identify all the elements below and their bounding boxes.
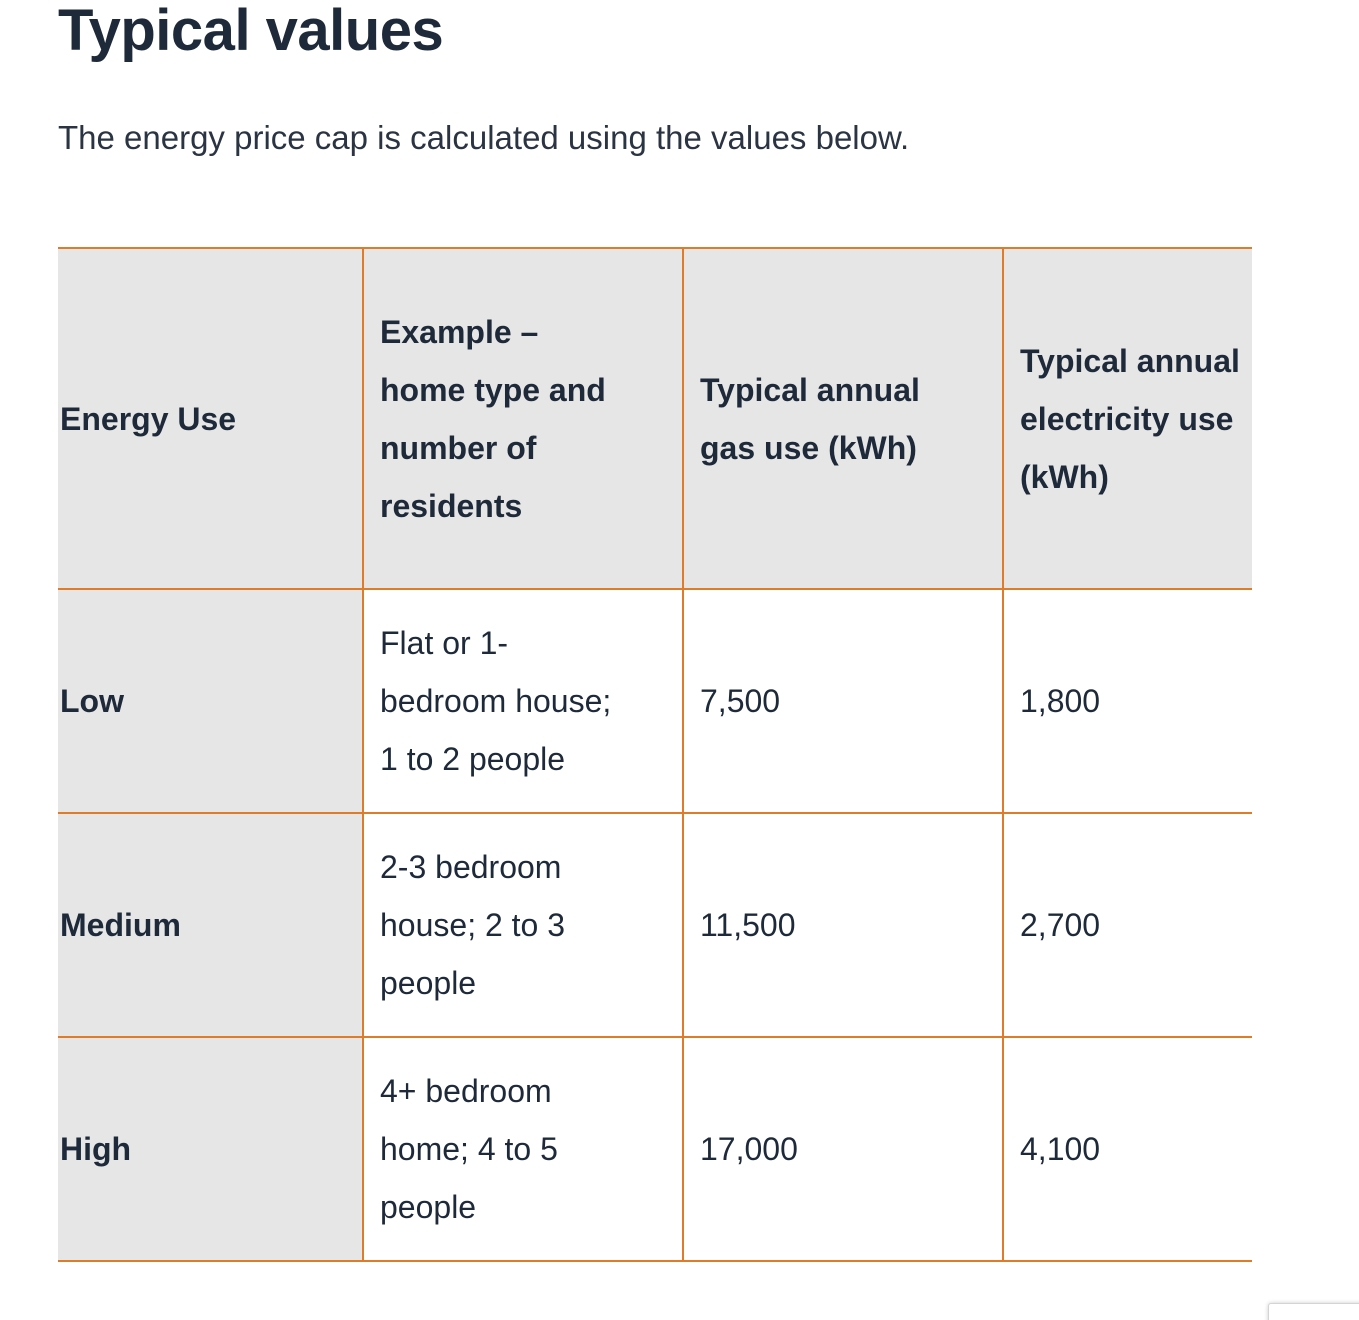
gas-use-cell: 11,500 — [682, 812, 1004, 1038]
table-row: High 4+ bedroom home; 4 to 5 people 17,0… — [58, 1036, 1252, 1262]
header-example-line: home type and — [380, 371, 606, 408]
energy-use-cell: Medium — [58, 812, 364, 1038]
energy-use-cell: High — [58, 1036, 364, 1262]
header-example-line: residents — [380, 487, 523, 524]
energy-use-label: High — [60, 1131, 132, 1167]
page-title: Typical values — [58, 0, 444, 63]
electricity-use-cell: 2,700 — [1002, 812, 1252, 1038]
energy-use-label: Medium — [60, 907, 181, 943]
header-electricity-line: Typical annual — [1020, 342, 1240, 379]
electricity-use-cell: 1,800 — [1002, 588, 1252, 814]
header-energy-use: Energy Use — [58, 247, 364, 590]
table-row: Medium 2-3 bedroom house; 2 to 3 people … — [58, 812, 1252, 1038]
example-line: house; 2 to 3 — [380, 907, 566, 943]
table-header: Energy Use Example – home type and numbe… — [58, 247, 1252, 590]
table-row: Low Flat or 1- bedroom house; 1 to 2 peo… — [58, 588, 1252, 814]
example-line: home; 4 to 5 — [380, 1131, 558, 1167]
table-body: Low Flat or 1- bedroom house; 1 to 2 peo… — [58, 588, 1252, 1262]
example-line: bedroom house; — [380, 683, 612, 719]
typical-values-table: Energy Use Example – home type and numbe… — [58, 247, 1252, 1262]
example-line: people — [380, 1189, 477, 1225]
gas-use-cell: 17,000 — [682, 1036, 1004, 1262]
example-line: 1 to 2 people — [380, 741, 566, 777]
header-gas-line: Typical annual — [700, 371, 920, 408]
header-example: Example – home type and number of reside… — [362, 247, 684, 590]
electricity-use-cell: 4,100 — [1002, 1036, 1252, 1262]
gas-use-cell: 7,500 — [682, 588, 1004, 814]
example-cell: 2-3 bedroom house; 2 to 3 people — [362, 812, 684, 1038]
example-cell: Flat or 1- bedroom house; 1 to 2 people — [362, 588, 684, 814]
header-example-line: number of — [380, 429, 537, 466]
header-electricity-line: (kWh) — [1020, 458, 1109, 495]
energy-use-label: Low — [60, 683, 124, 719]
header-gas-use: Typical annual gas use (kWh) — [682, 247, 1004, 590]
header-row: Energy Use Example – home type and numbe… — [58, 247, 1252, 590]
header-gas-line: gas use (kWh) — [700, 429, 917, 466]
header-energy-use-label: Energy Use — [60, 400, 237, 437]
example-cell: 4+ bedroom home; 4 to 5 people — [362, 1036, 684, 1262]
energy-use-cell: Low — [58, 588, 364, 814]
example-line: people — [380, 965, 477, 1001]
example-line: Flat or 1- — [380, 625, 509, 661]
example-line: 4+ bedroom — [380, 1073, 552, 1109]
header-electricity-line: electricity use — [1020, 400, 1234, 437]
intro-text: The energy price cap is calculated using… — [58, 119, 910, 156]
example-line: 2-3 bedroom — [380, 849, 562, 885]
header-electricity-use: Typical annual electricity use (kWh) — [1002, 247, 1252, 590]
header-example-line: Example – — [380, 313, 539, 350]
corner-badge-widget[interactable] — [1268, 1303, 1359, 1320]
